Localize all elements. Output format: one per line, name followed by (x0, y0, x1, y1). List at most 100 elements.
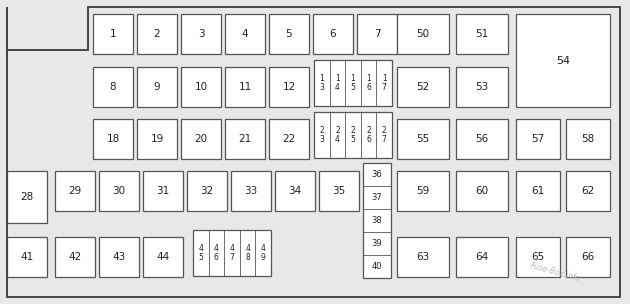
Bar (269, 119, 309, 159)
Text: 64: 64 (476, 252, 489, 262)
Text: 38: 38 (372, 216, 382, 225)
Text: 37: 37 (372, 193, 382, 202)
Text: 1
4: 1 4 (335, 74, 340, 92)
Bar (313, 14, 353, 54)
Bar (566, 171, 610, 211)
Bar (181, 119, 221, 159)
Polygon shape (7, 7, 620, 297)
Bar (137, 14, 177, 54)
Text: 4
5: 4 5 (198, 244, 203, 262)
Text: 50: 50 (416, 29, 430, 39)
Bar (93, 14, 133, 54)
Text: 1: 1 (110, 29, 117, 39)
Bar (397, 119, 449, 159)
Bar (397, 171, 449, 211)
Text: 51: 51 (476, 29, 489, 39)
Bar (7, 237, 47, 277)
Text: 53: 53 (476, 82, 489, 92)
Text: 20: 20 (195, 134, 207, 144)
Text: 7: 7 (374, 29, 381, 39)
Bar (143, 237, 183, 277)
Bar (225, 14, 265, 54)
Text: 4
8: 4 8 (245, 244, 250, 262)
Bar (566, 237, 610, 277)
Bar (93, 119, 133, 159)
Bar (225, 119, 265, 159)
Bar (55, 171, 95, 211)
Text: 39: 39 (372, 239, 382, 248)
Text: 6: 6 (329, 29, 336, 39)
Bar (516, 119, 560, 159)
Text: 8: 8 (110, 82, 117, 92)
Text: 32: 32 (200, 186, 214, 196)
Text: 61: 61 (531, 186, 544, 196)
Text: 59: 59 (416, 186, 430, 196)
Polygon shape (7, 7, 620, 297)
Bar (187, 171, 227, 211)
Text: 22: 22 (282, 134, 295, 144)
Bar (225, 67, 265, 107)
Text: 42: 42 (69, 252, 82, 262)
Text: 57: 57 (531, 134, 544, 144)
Text: 36: 36 (372, 170, 382, 179)
Text: 1
6: 1 6 (366, 74, 371, 92)
Text: 11: 11 (238, 82, 251, 92)
Text: 41: 41 (20, 252, 33, 262)
Bar (363, 163, 391, 278)
Text: 29: 29 (69, 186, 82, 196)
Text: 30: 30 (112, 186, 125, 196)
Text: 2
5: 2 5 (350, 126, 355, 144)
Bar (93, 67, 133, 107)
Text: 44: 44 (156, 252, 169, 262)
Bar (319, 171, 359, 211)
Text: 1
7: 1 7 (382, 74, 387, 92)
Bar (357, 14, 397, 54)
Text: 60: 60 (476, 186, 488, 196)
Bar (566, 119, 610, 159)
Bar (456, 237, 508, 277)
Bar (456, 119, 508, 159)
Bar (231, 171, 271, 211)
Bar (516, 14, 610, 107)
Bar (137, 119, 177, 159)
Bar (397, 237, 449, 277)
Text: 2
4: 2 4 (335, 126, 340, 144)
Text: 54: 54 (556, 56, 570, 65)
Bar (314, 60, 392, 106)
Text: 58: 58 (581, 134, 595, 144)
Bar (516, 237, 560, 277)
Bar (181, 67, 221, 107)
Text: 52: 52 (416, 82, 430, 92)
Bar (99, 171, 139, 211)
Text: 56: 56 (476, 134, 489, 144)
Text: 65: 65 (531, 252, 544, 262)
Bar (456, 171, 508, 211)
Text: 2: 2 (154, 29, 160, 39)
Text: 55: 55 (416, 134, 430, 144)
Text: 63: 63 (416, 252, 430, 262)
Text: 12: 12 (282, 82, 295, 92)
Bar (193, 230, 271, 276)
Text: 19: 19 (151, 134, 164, 144)
Text: 31: 31 (156, 186, 169, 196)
Bar (55, 237, 95, 277)
Text: 3: 3 (198, 29, 204, 39)
Bar (397, 67, 449, 107)
Bar (275, 171, 315, 211)
Text: 40: 40 (372, 262, 382, 271)
Text: 33: 33 (244, 186, 258, 196)
Bar (269, 14, 309, 54)
Text: 4
6: 4 6 (214, 244, 219, 262)
Text: 34: 34 (289, 186, 302, 196)
Text: 1
3: 1 3 (319, 74, 324, 92)
Bar (143, 171, 183, 211)
Bar (456, 14, 508, 54)
Text: 21: 21 (238, 134, 251, 144)
Bar (137, 67, 177, 107)
Bar (516, 171, 560, 211)
Text: 4
7: 4 7 (229, 244, 234, 262)
Text: 5: 5 (285, 29, 292, 39)
Text: 66: 66 (581, 252, 595, 262)
Text: 43: 43 (112, 252, 125, 262)
Bar (397, 14, 449, 54)
